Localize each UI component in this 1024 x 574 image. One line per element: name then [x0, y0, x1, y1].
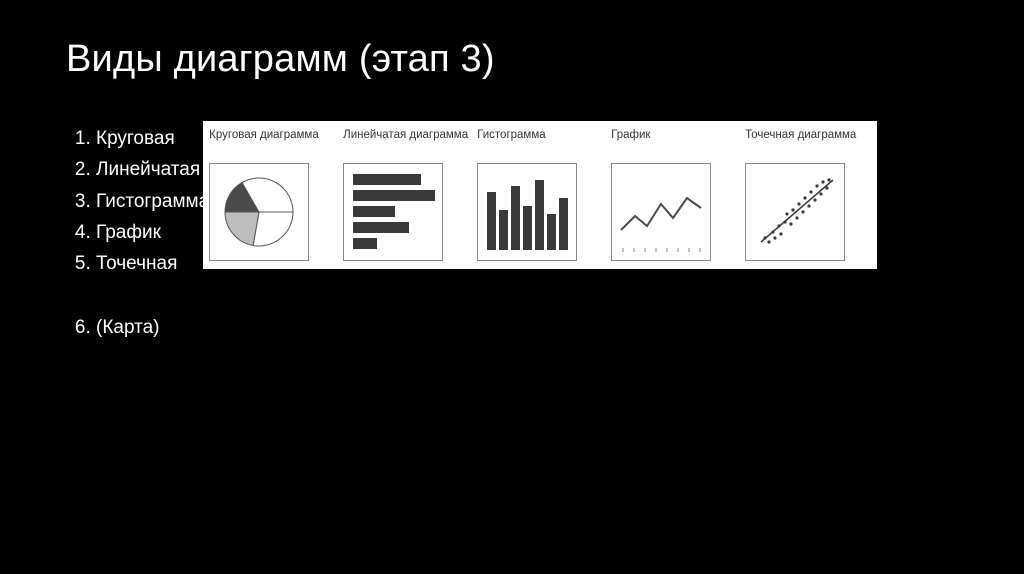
pie-cell: Круговая диаграмма [209, 129, 335, 261]
line-box [611, 163, 711, 261]
slide: Виды диаграмм (этап 3) Круговая Линейчат… [0, 0, 1024, 574]
list-item: График [96, 217, 209, 248]
chart-type-list: Круговая Линейчатая Гистограмма График Т… [66, 123, 209, 343]
page-title: Виды диаграмм (этап 3) [66, 38, 958, 81]
hist-cell: Гистограмма [477, 129, 603, 261]
line-chart-icon [617, 168, 705, 256]
list-item: Круговая [96, 123, 209, 154]
pie-chart-icon [215, 168, 303, 256]
histogram-icon [483, 168, 571, 256]
pie-label: Круговая диаграмма [209, 129, 319, 159]
scatter-cell: Точечная диаграмма [745, 129, 871, 261]
chart-strip: Круговая диаграмма Линейчатая диаграмма … [203, 121, 877, 269]
hbar-chart-icon [349, 168, 437, 256]
scatter-label: Точечная диаграмма [745, 129, 856, 159]
scatter-box [745, 163, 845, 261]
content-row: Круговая Линейчатая Гистограмма График Т… [66, 123, 958, 343]
hist-box [477, 163, 577, 261]
list-item: Линейчатая [96, 154, 209, 185]
hist-label: Гистограмма [477, 129, 545, 159]
scatter-chart-icon [751, 168, 839, 256]
line-cell: График [611, 129, 737, 261]
hbar-box [343, 163, 443, 261]
line-label: График [611, 129, 650, 159]
hbar-cell: Линейчатая диаграмма [343, 129, 469, 261]
list-item: (Карта) [96, 312, 209, 343]
pie-box [209, 163, 309, 261]
list-item: Гистограмма [96, 186, 209, 217]
hbar-label: Линейчатая диаграмма [343, 129, 468, 159]
list-gap [96, 280, 209, 312]
list-item: Точечная [96, 248, 209, 279]
